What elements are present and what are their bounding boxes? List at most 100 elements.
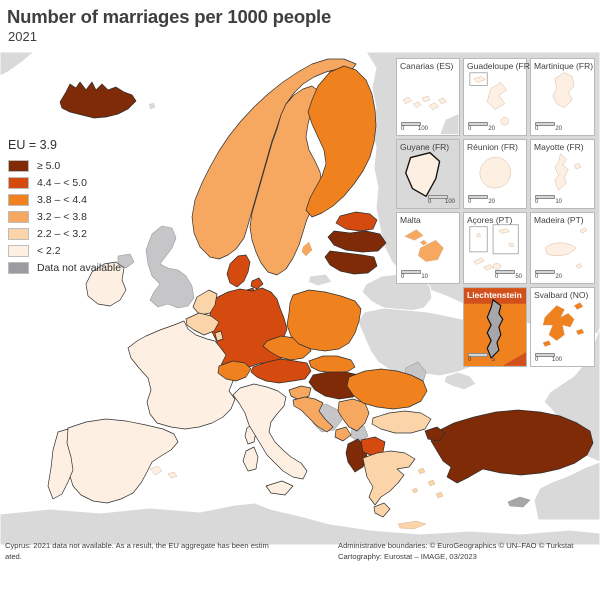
land-mideast (533, 461, 600, 521)
legend-swatch (8, 261, 29, 274)
country-iceland (59, 81, 137, 119)
country-luxembourg (214, 330, 224, 342)
country-netherlands (192, 289, 218, 316)
legend-row: 4.4 – < 5.0 (8, 174, 121, 191)
inset-scalebar: 0 100 (535, 353, 562, 364)
legend: EU = 3.9 ≥ 5.0 4.4 – < 5.0 3.8 – < 4.4 3… (8, 138, 121, 276)
inset-label: Açores (PT) (467, 215, 513, 225)
country-bulgaria (371, 410, 432, 434)
page-title: Number of marriages per 1000 people (7, 6, 332, 27)
legend-row: 3.8 – < 4.4 (8, 191, 121, 208)
country-greece (362, 450, 416, 506)
country-serbia (337, 398, 370, 432)
inset-reunion: Réunion (FR) 0 20 (463, 139, 527, 209)
inset-label: Martinique (FR) (534, 61, 594, 71)
inset-malta: Malta 0 10 (396, 212, 460, 284)
inset-scalebar: 0 20 (468, 195, 495, 206)
country-turkiye (430, 409, 594, 484)
inset-label: Canarias (ES) (400, 61, 454, 71)
country-spain (62, 418, 179, 504)
country-lithuania (324, 250, 378, 275)
inset-madeira-map (544, 227, 588, 269)
inset-scalebar: 0 50 (495, 270, 522, 281)
legend-row: Data not available (8, 259, 121, 276)
inset-scalebar: 0 20 (535, 122, 562, 133)
legend-row: ≥ 5.0 (8, 157, 121, 174)
inset-scalebar: 0 10 (401, 270, 428, 281)
country-portugal (47, 428, 74, 500)
inset-reunion-map (479, 157, 511, 189)
country-cyprus (507, 496, 531, 508)
aegean-islands (411, 467, 444, 499)
legend-label: 3.8 – < 4.4 (37, 193, 87, 206)
inset-guadeloupe: Guadeloupe (FR) 0 20 (463, 58, 533, 136)
country-northern-ireland (117, 253, 135, 269)
land-greenland (0, 51, 35, 77)
land-kaliningrad (307, 273, 333, 287)
inset-acores-map (469, 224, 519, 271)
legend-swatch (8, 159, 29, 172)
inset-martinique: Martinique (FR) 0 20 (530, 58, 595, 136)
inset-martinique-map (552, 72, 575, 108)
inset-label: Guadeloupe (FR) (467, 61, 533, 71)
footnote-line: ated. (5, 551, 22, 561)
legend-eu-value: EU = 3.9 (8, 138, 57, 152)
country-ireland (85, 261, 127, 307)
country-france (127, 320, 236, 430)
page-subtitle: 2021 (8, 29, 37, 44)
country-denmark (226, 254, 251, 288)
legend-label: 2.2 – < 3.2 (37, 227, 87, 240)
inset-canarias: Canarias (ES) 0 100 (396, 58, 460, 136)
inset-mayotte-map (554, 153, 582, 191)
inset-label: Svalbard (NO) (534, 290, 589, 300)
legend-row: < 2.2 (8, 242, 121, 259)
legend-swatch (8, 244, 29, 257)
country-montenegro (334, 426, 352, 442)
inset-madeira: Madeira (PT) 0 20 (530, 212, 595, 284)
legend-label: < 2.2 (37, 244, 61, 257)
footnote-credits: Administrative boundaries: © EuroGeograp… (338, 541, 596, 562)
country-albania (345, 438, 368, 473)
legend-label: 3.2 – < 3.8 (37, 210, 87, 223)
legend-row: 3.2 – < 3.8 (8, 208, 121, 225)
inset-label: Mayotte (FR) (534, 142, 584, 152)
country-finland (305, 65, 377, 218)
inset-acores: Açores (PT) 0 50 (463, 212, 527, 284)
footnote-cyprus: Cyprus: 2021 data not available. As a re… (5, 541, 333, 562)
island-crete (397, 520, 427, 530)
inset-scalebar: 0 10 (535, 195, 562, 206)
inset-guadeloupe-map (469, 72, 509, 126)
country-croatia (292, 396, 334, 433)
inset-label: Guyane (FR) (400, 142, 450, 152)
inset-liechtenstein-map (464, 288, 526, 366)
country-turkiye-europe (424, 426, 446, 442)
legend-row: 2.2 – < 3.2 (8, 225, 121, 242)
inset-label: Liechtenstein (467, 290, 522, 300)
footnote-line: Cyprus: 2021 data not available. As a re… (5, 541, 269, 550)
country-slovakia (308, 355, 356, 374)
inset-label: Malta (400, 215, 421, 225)
island-balearics (149, 465, 178, 479)
legend-label: ≥ 5.0 (37, 159, 61, 172)
legend-swatch (8, 227, 29, 240)
inset-guyane: Guyane (FR) 0 100 (396, 139, 460, 209)
footnote-line: Cartography: Eurostat – IMAGE, 03/2023 (338, 551, 477, 561)
country-slovenia (288, 385, 312, 401)
legend-swatch (8, 210, 29, 223)
inset-austria-wedge (502, 352, 526, 366)
inset-svalbard-map (542, 302, 585, 347)
country-latvia (327, 230, 387, 253)
country-poland (286, 289, 362, 352)
island-sicily (265, 480, 294, 496)
footnote-line: Administrative boundaries: © EuroGeograp… (338, 541, 574, 550)
country-belgium (185, 312, 220, 336)
country-united-kingdom (145, 225, 195, 309)
island-sardinia (242, 446, 259, 472)
greece-peloponnese (373, 502, 391, 518)
legend-swatch (8, 176, 29, 189)
land-faroe-islands (147, 101, 157, 111)
inset-canarias-map (402, 95, 459, 135)
legend-label: Data not available (37, 261, 122, 274)
